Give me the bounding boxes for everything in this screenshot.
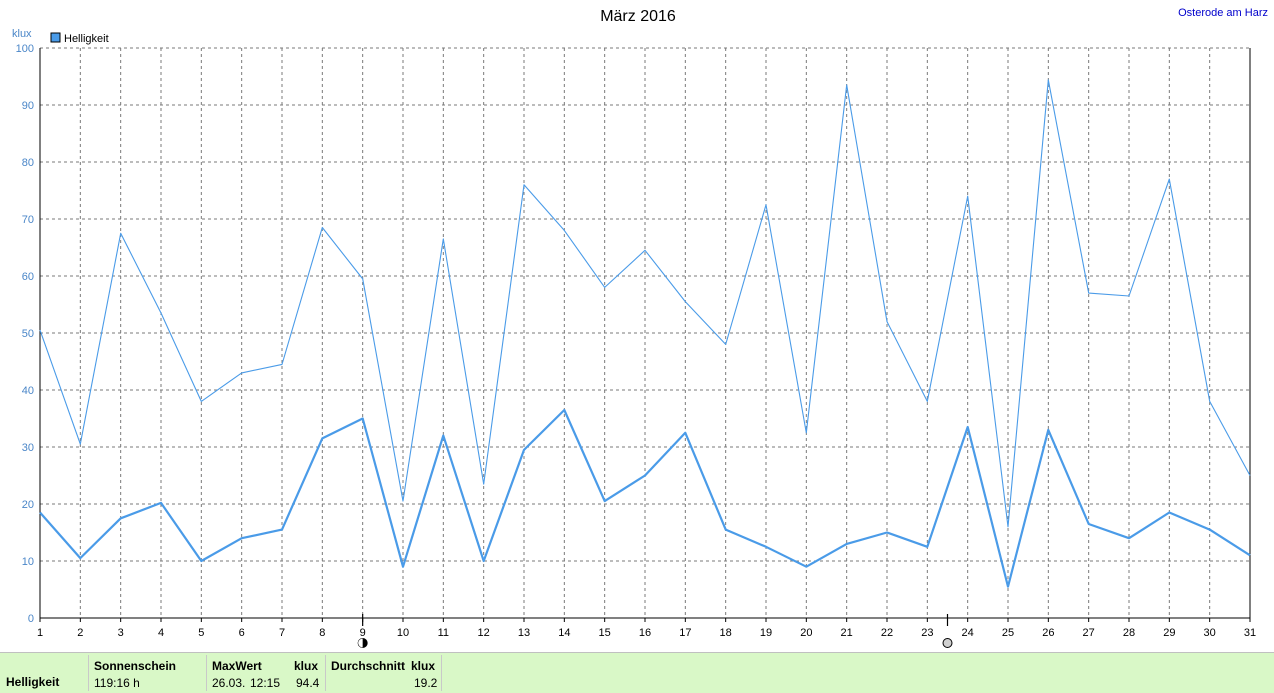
x-tick-label: 14: [558, 627, 570, 639]
summary-footer: Helligkeit Sonnenschein 119:16 h MaxWert…: [0, 652, 1274, 693]
x-tick-label: 1: [37, 627, 43, 639]
y-axis-unit-label: klux: [12, 28, 32, 40]
legend: Helligkeit: [50, 32, 109, 45]
y-tick-label: 40: [22, 385, 34, 397]
x-tick-label: 3: [118, 627, 124, 639]
new-moon-highlight: [358, 638, 363, 648]
x-tick-label: 20: [800, 627, 812, 639]
avg-header: Durchschnitt: [331, 659, 406, 673]
x-tick-label: 10: [397, 627, 409, 639]
y-tick-label: 60: [22, 271, 34, 283]
x-tick-label: 2: [77, 627, 83, 639]
x-tick-label: 5: [198, 627, 204, 639]
y-tick-label: 80: [22, 157, 34, 169]
legend-swatch: [50, 32, 61, 43]
x-tick-label: 19: [760, 627, 772, 639]
y-tick-label: 20: [22, 499, 34, 511]
x-tick-label: 11: [438, 627, 449, 639]
full-moon-icon: [942, 638, 953, 648]
x-tick-label: 22: [881, 627, 893, 639]
x-tick-label: 18: [720, 627, 732, 639]
series-line-max: [39, 79, 1251, 528]
y-tick-label: 0: [28, 613, 34, 625]
x-tick-label: 16: [639, 627, 651, 639]
x-tick-label: 28: [1123, 627, 1135, 639]
x-tick-label: 21: [841, 627, 853, 639]
footer-row-label: Helligkeit: [6, 675, 60, 689]
moon-phase-markers: [357, 614, 953, 648]
avg-unit: klux: [411, 659, 436, 673]
footer-divider: [88, 655, 89, 691]
chart-title: März 2016: [600, 8, 676, 25]
y-tick-labels: 0 10 20 30 40 50 60 70 80 90 100: [16, 43, 34, 625]
footer-divider: [206, 655, 207, 691]
y-tick-label: 50: [22, 328, 34, 340]
x-tick-label: 29: [1163, 627, 1175, 639]
x-tick-label: 6: [239, 627, 245, 639]
series-group: [39, 79, 1251, 588]
x-tick-label: 13: [518, 627, 530, 639]
x-tick-label: 27: [1083, 627, 1095, 639]
x-tick-label: 7: [279, 627, 285, 639]
sunshine-header: Sonnenschein: [94, 659, 177, 673]
max-date: 26.03.: [212, 676, 246, 690]
location-label: Osterode am Harz: [1178, 7, 1268, 19]
grid: [40, 47, 1251, 618]
y-tick-label: 90: [22, 100, 34, 112]
x-tick-label: 12: [478, 627, 490, 639]
x-tick-label: 24: [962, 627, 974, 639]
footer-divider: [441, 655, 442, 691]
x-tick-label: 9: [360, 627, 366, 639]
x-tick-label: 31: [1244, 627, 1256, 639]
x-tick-labels: 1 2 3 4 5 6 7 8 9 10 11 12 13 14 15 16 17 18 19 20 21 22 23 24 2…: [37, 627, 1256, 639]
x-tick-label: 25: [1002, 627, 1014, 639]
y-tick-label: 10: [22, 556, 34, 568]
x-tick-label: 15: [599, 627, 611, 639]
max-unit: klux: [294, 659, 319, 673]
legend-label: Helligkeit: [64, 33, 109, 45]
max-value: 94.4: [296, 676, 320, 690]
series-line-mean: [39, 408, 1251, 588]
max-time: 12:15: [250, 676, 281, 690]
y-tick-label: 100: [16, 43, 34, 55]
y-tick-label: 30: [22, 442, 34, 454]
x-tick-label: 30: [1204, 627, 1216, 639]
footer-divider: [325, 655, 326, 691]
y-tick-label: 70: [22, 214, 34, 226]
avg-value: 19.2: [414, 676, 438, 690]
max-header: MaxWert: [212, 659, 262, 673]
chart: März 2016 Osterode am Harz klux Helligke…: [12, 7, 1268, 648]
x-tick-label: 17: [679, 627, 691, 639]
x-tick-label: 8: [319, 627, 325, 639]
x-tick-label: 23: [921, 627, 933, 639]
x-tick-label: 4: [158, 627, 164, 639]
x-tick-label: 26: [1042, 627, 1054, 639]
sunshine-value: 119:16 h: [94, 676, 140, 690]
axes: [39, 48, 1251, 622]
